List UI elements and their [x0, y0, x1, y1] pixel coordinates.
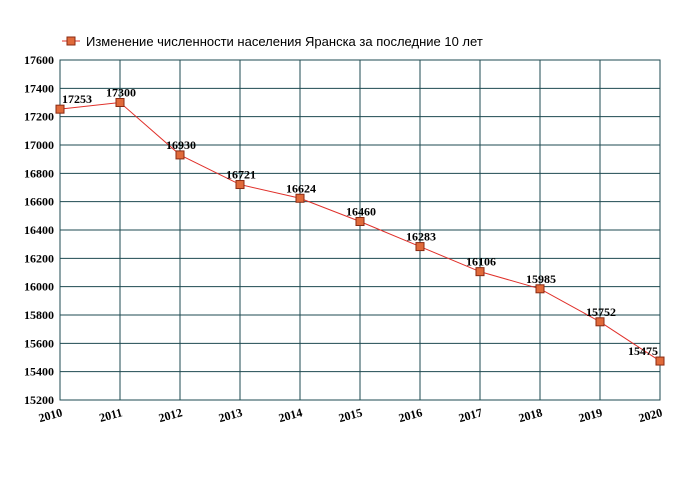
y-tick-label: 17000 [24, 138, 54, 152]
x-tick-label: 2019 [577, 405, 604, 425]
y-axis-ticks: 15200 15400 15600 15800 16000 16200 16400 16600… [24, 53, 54, 407]
x-axis-ticks: 2010 2011 2012 2013 2014 2015 2016 2017 2018 2019… [37, 405, 664, 425]
y-tick-label: 17400 [24, 81, 54, 95]
data-label: 16624 [286, 181, 316, 195]
legend: Изменение численности населения Яранска … [62, 34, 483, 49]
data-point [175, 150, 185, 160]
y-tick-label: 16000 [24, 280, 54, 294]
y-tick-label: 17200 [24, 110, 54, 124]
y-tick-label: 16200 [24, 251, 54, 265]
data-label: 16721 [226, 168, 256, 182]
y-tick-label: 15400 [24, 365, 54, 379]
data-labels: 17253 17300 16930 16721 16624 16460 16283 16106… [62, 86, 658, 359]
grid [59, 59, 661, 401]
x-tick-label: 2013 [217, 405, 244, 425]
data-point [595, 317, 605, 327]
x-tick-label: 2020 [637, 405, 664, 425]
x-tick-label: 2010 [37, 405, 64, 425]
data-point [355, 217, 365, 226]
series-markers [55, 98, 665, 366]
x-tick-label: 2015 [337, 405, 364, 425]
y-tick-label: 16400 [24, 223, 54, 237]
plot-frame [59, 59, 661, 401]
y-tick-label: 15200 [24, 393, 54, 407]
y-tick-label: 16800 [24, 166, 54, 180]
x-tick-label: 2016 [397, 405, 424, 425]
x-tick-label: 2018 [517, 405, 544, 425]
y-tick-label: 17600 [24, 53, 54, 67]
x-tick-label: 2012 [157, 405, 184, 425]
data-point [475, 267, 485, 277]
legend-marker-swatch [66, 36, 76, 46]
x-tick-label: 2011 [98, 405, 124, 425]
data-label: 16460 [346, 205, 376, 219]
data-label: 15985 [526, 272, 556, 286]
y-tick-label: 16600 [24, 195, 54, 209]
data-point [415, 242, 425, 252]
legend-label: Изменение численности населения Яранска … [86, 34, 483, 49]
data-label: 17300 [106, 86, 136, 100]
y-tick-label: 15600 [24, 336, 54, 350]
data-label: 17253 [62, 92, 92, 106]
data-point [655, 356, 665, 366]
data-point [55, 104, 65, 114]
data-point [295, 193, 305, 203]
data-label: 16106 [466, 255, 496, 269]
data-point [235, 180, 245, 190]
x-tick-label: 2014 [277, 405, 304, 425]
y-tick-label: 15800 [24, 308, 54, 322]
data-label: 16930 [166, 138, 196, 152]
x-tick-label: 2017 [457, 405, 484, 425]
data-point [535, 284, 545, 294]
data-point [115, 98, 125, 107]
data-label: 15752 [586, 305, 616, 319]
data-label: 15475 [628, 344, 658, 358]
data-label: 16283 [406, 230, 436, 244]
